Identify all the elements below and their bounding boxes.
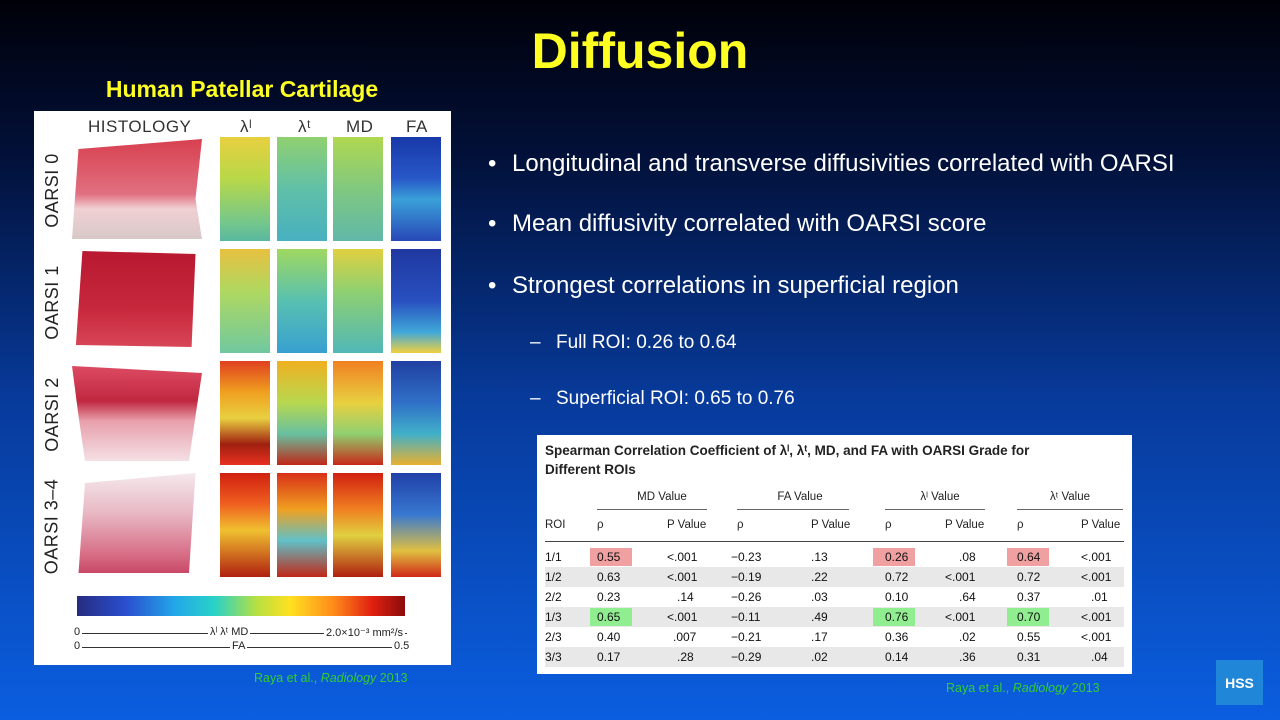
table-row: 2/2 0.23 .14 −0.26 .03 0.10 .64 0.37 .01 [545,590,1108,604]
header-rho: ρ [885,519,892,531]
group-fa: FA Value [777,491,823,503]
row-label-oarsi-3-4: OARSI 3–4 [41,478,62,574]
map-fa-oarsi-3-4 [391,473,441,577]
map-md-oarsi-2 [333,361,383,465]
row-label-oarsi-0: OARSI 0 [41,152,62,228]
histology-figure: HISTOLOGY λˡ λᵗ MD FA OARSI 0 OARSI 1 OA… [34,111,451,665]
bullet-item: • Strongest correlations in superficial r… [488,272,959,299]
scale2-start: 0 [72,640,83,652]
group-md: MD Value [637,491,687,503]
header-p: P Value [811,519,851,531]
bullet-item: • Mean diffusivity correlated with OARSI … [488,210,987,237]
group-line [885,509,985,510]
group-lambda-t: λᵗ Value [1049,491,1091,503]
group-line [597,509,707,510]
map-fa-oarsi-2 [391,361,441,465]
histology-image-oarsi-2 [72,366,202,461]
table-citation: Raya et al., Radiology 2013 [946,681,1100,695]
map-lambda-t-oarsi-0 [277,137,327,241]
header-p: P Value [667,519,707,531]
hss-logo: HSS [1216,660,1263,705]
map-lambda-l-oarsi-2 [220,361,270,465]
header-p: P Value [945,519,985,531]
header-md: MD [346,117,374,136]
header-rho: ρ [1017,519,1024,531]
bullet-item: • Longitudinal and transverse diffusiviti… [488,150,1175,177]
map-lambda-t-oarsi-1 [277,249,327,353]
slide-title: Diffusion [531,23,749,79]
table-row: 2/3 0.40 .007 −0.21 .17 0.36 .02 0.55 <.… [545,630,1112,644]
scale1-start: 0 [72,626,83,638]
group-line [1017,509,1123,510]
scale1-labels: λˡ λᵗ MD [208,626,251,638]
correlation-table: Spearman Correlation Coefficient of λˡ, … [537,435,1132,674]
histology-image-oarsi-1 [75,251,196,347]
sub-bullet-item: – Superficial ROI: 0.65 to 0.76 [530,388,795,409]
scale2-end: 0.5 [392,640,412,652]
map-lambda-l-oarsi-0 [220,137,270,241]
map-lambda-t-oarsi-2 [277,361,327,465]
table-row: 1/3 0.65 <.001 −0.11 .49 0.76 <.001 0.70… [545,607,1124,627]
map-md-oarsi-1 [333,249,383,353]
header-lambda-t: λᵗ [298,117,312,136]
header-rho: ρ [737,519,744,531]
map-lambda-t-oarsi-3-4 [277,473,327,577]
row-label-oarsi-2: OARSI 2 [41,376,62,452]
header-p: P Value [1081,519,1121,531]
header-histology: HISTOLOGY [88,117,192,136]
header-lambda-l: λˡ [240,117,253,136]
map-fa-oarsi-1 [391,249,441,353]
group-line [737,509,849,510]
header-fa: FA [406,117,428,136]
map-lambda-l-oarsi-3-4 [220,473,270,577]
map-lambda-l-oarsi-1 [220,249,270,353]
figure-title: Human Patellar Cartilage [105,76,379,102]
colorbar [77,596,405,616]
header-rule [545,541,1124,542]
figure-citation: Raya et al., Radiology 2013 [254,671,408,685]
sub-bullet-item: – Full ROI: 0.26 to 0.64 [530,332,737,353]
map-md-oarsi-0 [333,137,383,241]
table-row: 1/2 0.63 <.001 −0.19 .22 0.72 <.001 0.72… [545,567,1124,587]
table-title: Spearman Correlation Coefficient of λˡ, … [545,443,1030,477]
group-lambda-l: λˡ Value [920,491,960,503]
map-fa-oarsi-0 [391,137,441,241]
histology-image-oarsi-0 [72,139,202,239]
row-label-oarsi-1: OARSI 1 [41,264,62,340]
scale1-end: 2.0×10⁻³ mm²/s [324,626,406,639]
histology-image-oarsi-3-4 [78,473,196,573]
table-row: 3/3 0.17 .28 −0.29 .02 0.14 .36 0.31 .04 [545,647,1124,667]
map-md-oarsi-3-4 [333,473,383,577]
table-row: 1/1 0.55 <.001 −0.23 .13 0.26 .08 0.64 <… [545,548,1112,566]
header-rho: ρ [597,519,604,531]
header-roi: ROI [545,519,566,531]
scale2-label: FA [230,640,248,652]
